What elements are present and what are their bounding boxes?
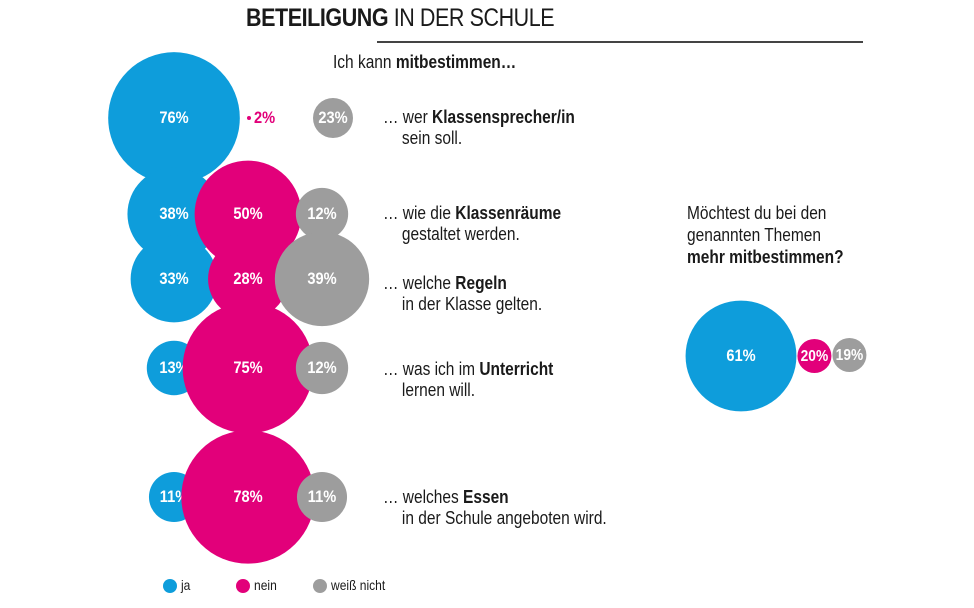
side-question-line3: mehr mitbestimmen?: [687, 247, 844, 267]
bubble-label-weiss-nicht: 11%: [308, 488, 336, 506]
bubble-label-ja: 76%: [159, 109, 188, 127]
question-line2: in der Klasse gelten.: [401, 294, 543, 314]
bubble-label-weiss-nicht: 39%: [307, 270, 336, 288]
side-bubble-label-weiss-nicht: 19%: [836, 346, 864, 364]
bubble-ja: [127, 167, 221, 261]
bubble-weiss-nicht: [295, 187, 349, 241]
bubble-nein: [181, 430, 315, 564]
bubble-label-nein: 2%: [254, 109, 275, 127]
bubble-label-weiss-nicht: 12%: [307, 205, 336, 223]
question-klassenraeume: … wie die Klassenräume gestaltet werden.: [383, 203, 561, 245]
side-bubble-label-ja: 61%: [726, 347, 755, 365]
question-line2: gestaltet werden.: [401, 224, 520, 244]
question-klassensprecher: … wer Klassensprecher/in sein soll.: [383, 107, 575, 149]
question-line2: in der Schule angeboten wird.: [401, 508, 607, 528]
legend-label-nein: nein: [254, 577, 277, 593]
bubble-nein: [247, 116, 251, 120]
question-prefix: … wer: [383, 107, 433, 127]
side-bubble-label-nein: 20%: [801, 347, 829, 365]
legend-marker-ja: [163, 579, 177, 593]
legend-label-ja: ja: [181, 577, 191, 593]
side-question-line1: Möchtest du bei den: [687, 203, 827, 223]
title-rest: IN DER SCHULE: [388, 4, 555, 32]
legend-marker-weiss-nicht: [313, 579, 327, 593]
bubble-weiss-nicht: [274, 231, 370, 327]
bubble-weiss-nicht: [313, 98, 353, 138]
question-essen: … welches Essen in der Schule angeboten w…: [383, 487, 607, 529]
intro-text: Ich kann mitbestimmen…: [333, 52, 516, 73]
bubble-label-weiss-nicht: 12%: [307, 359, 336, 377]
question-prefix: … welches: [383, 487, 464, 507]
bubble-label-ja: 13%: [159, 359, 188, 377]
bubble-label-weiss-nicht: 23%: [318, 109, 347, 127]
question-bold: Essen: [463, 487, 509, 507]
bubble-label-ja: 33%: [159, 270, 188, 288]
question-bold: Klassenräume: [455, 203, 562, 223]
intro-bold: mitbestimmen…: [395, 52, 517, 72]
bubble-label-nein: 75%: [233, 359, 262, 377]
bubble-label-ja: 11%: [160, 488, 188, 506]
side-bubble-ja: [685, 300, 797, 412]
side-question-line2: genannten Themen: [687, 225, 821, 245]
bubble-nein: [194, 160, 302, 268]
side-question: Möchtest du bei den genannten Themen meh…: [687, 202, 844, 268]
question-bold: Klassensprecher/in: [432, 107, 575, 127]
legend-marker-nein: [236, 579, 250, 593]
bubble-label-nein: 78%: [233, 488, 262, 506]
question-prefix: … was ich im: [383, 359, 480, 379]
question-regeln: … welche Regeln in der Klasse gelten.: [383, 273, 542, 315]
bubble-weiss-nicht: [296, 471, 348, 523]
legend-label-weiss-nicht: weiß nicht: [331, 577, 386, 593]
chart-title: BETEILIGUNG IN DER SCHULE: [246, 4, 555, 33]
question-unterricht: … was ich im Unterricht lernen will.: [383, 359, 553, 401]
bubble-ja: [108, 52, 240, 184]
side-bubble-weiss-nicht: [832, 338, 867, 372]
question-bold: Regeln: [455, 273, 507, 293]
question-line2: sein soll.: [401, 128, 463, 148]
question-bold: Unterricht: [479, 359, 554, 379]
bubble-label-nein: 28%: [233, 270, 262, 288]
title-bold: BETEILIGUNG: [246, 4, 389, 32]
bubble-nein: [208, 239, 288, 319]
side-bubble-nein: [797, 339, 832, 373]
question-prefix: … wie die: [383, 203, 456, 223]
bubble-nein: [182, 302, 314, 434]
bubble-weiss-nicht: [295, 341, 349, 395]
bubble-ja: [130, 235, 218, 323]
intro-prefix: Ich kann: [333, 52, 396, 72]
question-line2: lernen will.: [401, 380, 476, 400]
title-rule: [377, 41, 863, 43]
bubble-label-ja: 38%: [159, 205, 188, 223]
bubble-label-nein: 50%: [233, 205, 262, 223]
question-prefix: … welche: [383, 273, 456, 293]
